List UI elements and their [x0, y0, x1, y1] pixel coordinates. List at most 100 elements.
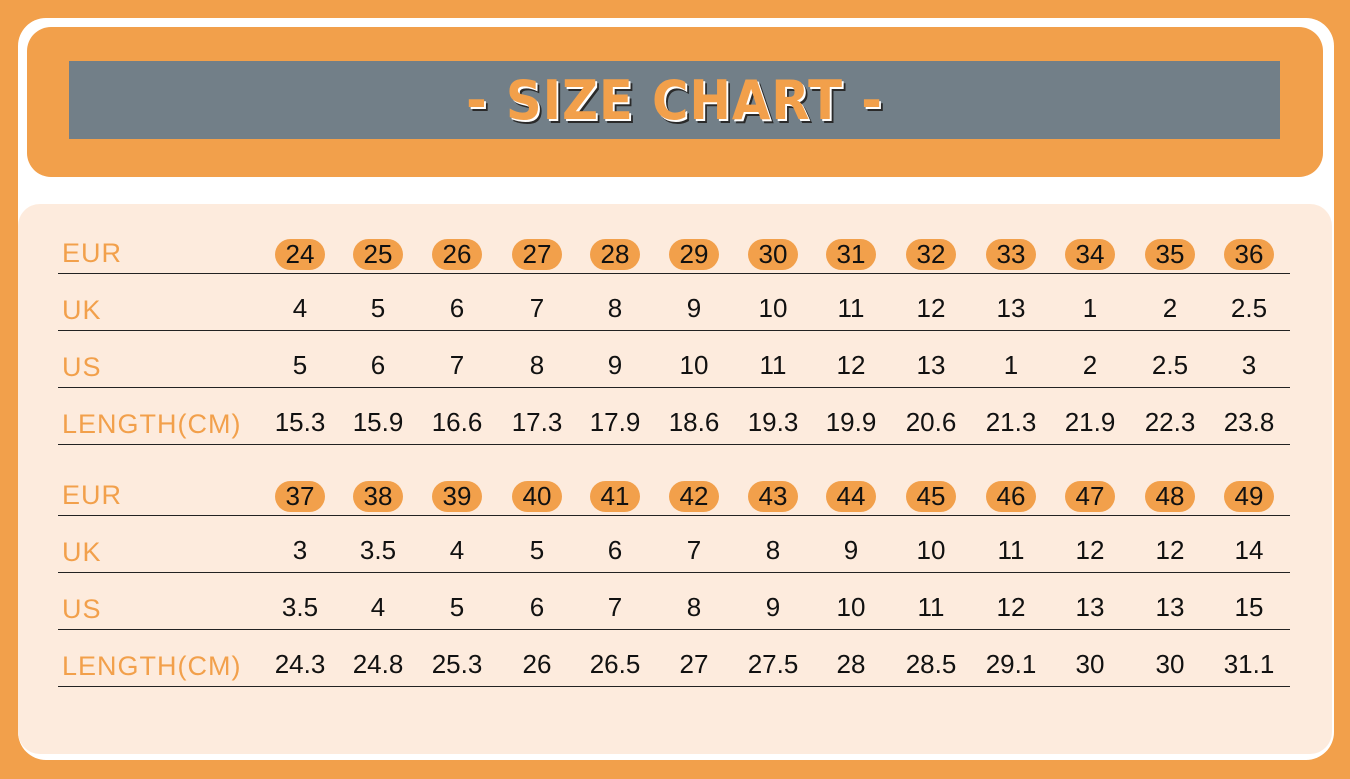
- table-row-eur: EUR 24 25 26 27 28 29 30 31 32 33 34 35 36: [58, 217, 1290, 274]
- table-cell: 21.3: [985, 407, 1037, 437]
- table-cell: 17.9: [589, 407, 641, 437]
- table-cell: 25.3: [431, 649, 483, 679]
- eur-size-badge: 45: [906, 481, 956, 512]
- table-row-lengthcm: LENGTH(CM) 24.3 24.8 25.3 26 26.5 27 27.5 28 28.5…: [58, 630, 1290, 687]
- table-cell: 20.6: [905, 407, 957, 437]
- table-cell: 4: [370, 592, 386, 622]
- table-cell: 12: [996, 592, 1026, 622]
- table-cell: 5: [292, 350, 308, 380]
- table-cell: 3.5: [359, 535, 397, 565]
- eur-size-badge: 33: [986, 239, 1036, 270]
- table-cell: 15.9: [352, 407, 404, 437]
- table-cell: 30: [1155, 649, 1185, 679]
- table-cell: 3: [292, 535, 308, 565]
- title-bar: - SIZE CHART -: [69, 61, 1280, 139]
- table-cell: 11: [997, 535, 1025, 565]
- table-cell: 7: [607, 592, 623, 622]
- table-cell: 19.9: [825, 407, 877, 437]
- table-cell: 30: [1075, 649, 1105, 679]
- eur-size-badge: 44: [826, 481, 876, 512]
- table-cell: 23.8: [1223, 407, 1275, 437]
- table-cell: 10: [679, 350, 709, 380]
- table-cell: 5: [529, 535, 545, 565]
- table-cell: 4: [449, 535, 465, 565]
- table-cell: 18.6: [668, 407, 720, 437]
- table-row-uk: UK 3 3.5 4 5 6 7 8 9 10 11 12 12 14: [58, 516, 1290, 573]
- table-cell: 26.5: [589, 649, 641, 679]
- table-cell: 1: [1003, 350, 1019, 380]
- table-cell: 2: [1162, 293, 1178, 323]
- table-cell: 9: [765, 592, 781, 622]
- table-cell: 2.5: [1230, 293, 1268, 323]
- size-table-panel: EUR 24 25 26 27 28 29 30 31 32 33 34 35 36 UK 4 5 6 7 8 9 10 1…: [18, 204, 1332, 754]
- page-title: - SIZE CHART -: [466, 68, 883, 132]
- table-cell: 12: [836, 350, 866, 380]
- table-row-eur: EUR 37 38 39 40 41 42 43 44 45 46 47 48 49: [58, 459, 1290, 516]
- row-label: EUR: [62, 480, 123, 510]
- table-row-us: US 5 6 7 8 9 10 11 12 13 1 2 2.5 3: [58, 331, 1290, 388]
- eur-size-badge: 42: [669, 481, 719, 512]
- table-cell: 10: [916, 535, 946, 565]
- table-cell: 7: [449, 350, 465, 380]
- row-label: UK: [62, 295, 102, 325]
- table-cell: 15.3: [274, 407, 326, 437]
- table-cell: 21.9: [1064, 407, 1116, 437]
- row-label: US: [62, 352, 102, 382]
- table-cell: 7: [529, 293, 545, 323]
- row-label: LENGTH(CM): [62, 651, 242, 681]
- table-cell: 4: [292, 293, 308, 323]
- size-table-2: EUR 37 38 39 40 41 42 43 44 45 46 47 48 49 UK 3 3.5 4 5 6 7 8…: [58, 459, 1290, 687]
- table-cell: 11: [917, 592, 945, 622]
- table-cell: 9: [686, 293, 702, 323]
- eur-size-badge: 28: [590, 239, 640, 270]
- table-cell: 16.6: [431, 407, 483, 437]
- eur-size-badge: 30: [748, 239, 798, 270]
- table-cell: 26: [522, 649, 552, 679]
- eur-size-badge: 37: [275, 481, 325, 512]
- eur-size-badge: 40: [512, 481, 562, 512]
- table-cell: 24.3: [274, 649, 326, 679]
- eur-size-badge: 46: [986, 481, 1036, 512]
- eur-size-badge: 31: [826, 239, 876, 270]
- table-cell: 29.1: [985, 649, 1037, 679]
- table-cell: 19.3: [747, 407, 799, 437]
- eur-size-badge: 41: [590, 481, 640, 512]
- row-label: LENGTH(CM): [62, 409, 242, 439]
- eur-size-badge: 49: [1224, 481, 1274, 512]
- table-cell: 13: [1155, 592, 1185, 622]
- table-cell: 14: [1234, 535, 1264, 565]
- table-cell: 10: [758, 293, 788, 323]
- table-cell: 8: [765, 535, 781, 565]
- row-label: UK: [62, 537, 102, 567]
- table-row-uk: UK 4 5 6 7 8 9 10 11 12 13 1 2 2.5: [58, 274, 1290, 331]
- eur-size-badge: 24: [275, 239, 325, 270]
- row-label: EUR: [62, 238, 123, 268]
- table-cell: 22.3: [1144, 407, 1196, 437]
- table-cell: 15: [1234, 592, 1264, 622]
- table-cell: 6: [607, 535, 623, 565]
- table-cell: 12: [1155, 535, 1185, 565]
- table-cell: 9: [843, 535, 859, 565]
- table-cell: 11: [837, 293, 865, 323]
- table-cell: 13: [996, 293, 1026, 323]
- row-label: US: [62, 594, 102, 624]
- table-row-us: US 3.5 4 5 6 7 8 9 10 11 12 13 13 15: [58, 573, 1290, 630]
- table-cell: 17.3: [511, 407, 563, 437]
- table-cell: 28.5: [905, 649, 957, 679]
- table-cell: 12: [916, 293, 946, 323]
- table-cell: 31.1: [1223, 649, 1275, 679]
- table-cell: 2.5: [1151, 350, 1189, 380]
- table-cell: 27.5: [747, 649, 799, 679]
- table-row-lengthcm: LENGTH(CM) 15.3 15.9 16.6 17.3 17.9 18.6 19.3 19…: [58, 388, 1290, 445]
- table-cell: 9: [607, 350, 623, 380]
- table-cell: 1: [1082, 293, 1098, 323]
- eur-size-badge: 25: [353, 239, 403, 270]
- eur-size-badge: 35: [1145, 239, 1195, 270]
- table-cell: 8: [686, 592, 702, 622]
- table-cell: 5: [449, 592, 465, 622]
- table-cell: 6: [449, 293, 465, 323]
- eur-size-badge: 43: [748, 481, 798, 512]
- eur-size-badge: 48: [1145, 481, 1195, 512]
- table-cell: 3: [1241, 350, 1257, 380]
- table-cell: 2: [1082, 350, 1098, 380]
